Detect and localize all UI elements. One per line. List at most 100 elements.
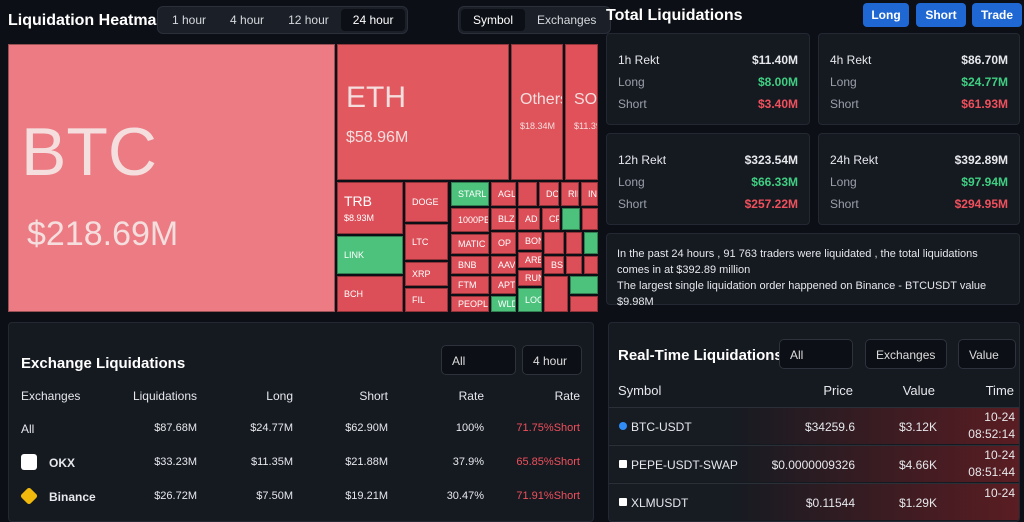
heatmap-tile xyxy=(518,182,537,206)
heatmap-tile[interactable]: DO xyxy=(539,182,559,206)
date: 10-24 xyxy=(984,448,1015,462)
card-value: $294.95M xyxy=(954,197,1008,211)
heatmap-tile[interactable]: AGL xyxy=(491,182,516,206)
heatmap-tile[interactable]: FIL xyxy=(405,288,448,312)
value: $4.66K xyxy=(898,458,937,472)
table-header: Value xyxy=(902,383,935,398)
tile-symbol: RIF xyxy=(568,189,578,199)
heatmap-tile[interactable]: LOO xyxy=(518,288,542,312)
heatmap-tile[interactable]: BLZ xyxy=(491,208,516,230)
heatmap-tile[interactable]: ARB xyxy=(518,252,542,268)
card-label: Long xyxy=(830,175,857,189)
realtime-filter[interactable]: All xyxy=(779,339,853,369)
rekt-card: 4h Rekt $86.70M Long $24.77M Short $61.93M xyxy=(818,33,1020,125)
exchange-filter[interactable]: 4 hour xyxy=(522,345,582,375)
heatmap-tile[interactable]: BCH xyxy=(337,276,403,312)
rekt-card: 24h Rekt $392.89M Long $97.94M Short $294.95M xyxy=(818,133,1020,225)
heatmap-tile[interactable]: LTC xyxy=(405,224,448,260)
heatmap-tile[interactable]: ETH $58.96M xyxy=(337,44,509,180)
card-label: 12h Rekt xyxy=(618,153,667,167)
tile-symbol: LOO xyxy=(525,295,541,305)
heatmap-tile xyxy=(566,232,582,254)
summary-line: The largest single liquidation order hap… xyxy=(617,280,987,308)
table-cell: Binance xyxy=(49,490,96,504)
table-cell: $33.23M xyxy=(154,456,197,468)
table-cell: OKX xyxy=(49,456,76,470)
heatmap-tile[interactable]: BNB xyxy=(451,256,489,274)
table-cell: $19.21M xyxy=(345,490,388,502)
heatmap-tile[interactable]: STARL xyxy=(451,182,489,206)
heatmap-tile[interactable]: TRB $8.93M xyxy=(337,182,403,234)
card-label: Long xyxy=(830,75,857,89)
summary-box: In the past 24 hours , 91 763 traders we… xyxy=(606,233,1020,308)
heatmap-tile[interactable]: SOL $11.39M xyxy=(565,44,598,180)
heatmap-tile[interactable]: XRP xyxy=(405,262,448,286)
symbol-icon xyxy=(619,422,627,430)
card-label: Short xyxy=(618,197,647,211)
time-tab[interactable]: 24 hour xyxy=(340,9,406,31)
view-tab[interactable]: Symbol xyxy=(461,9,526,31)
table-header: Rate xyxy=(458,389,484,403)
heatmap-tile[interactable]: CF xyxy=(542,208,560,230)
time-tab[interactable]: 1 hour xyxy=(172,13,207,27)
heatmap-tile[interactable]: LINK xyxy=(337,236,403,274)
card-value: $11.40M xyxy=(751,53,798,67)
tile-value: $58.96M xyxy=(346,129,409,146)
heatmap-tile[interactable]: AAVE xyxy=(491,256,516,274)
heatmap-tile[interactable]: APT xyxy=(491,276,516,294)
tile-symbol: LINK xyxy=(344,250,365,260)
time-tabs: 1 hour 4 hour 12 hour 24 hour xyxy=(157,6,409,34)
heatmap-tile xyxy=(562,208,580,230)
heatmap-tile[interactable]: 1000PEPE xyxy=(451,208,489,232)
card-label: Short xyxy=(830,197,859,211)
table-header: Price xyxy=(823,383,853,398)
heatmap-tile[interactable]: Others $18.34M xyxy=(511,44,563,180)
rekt-card: 1h Rekt $11.40M Long $8.00M Short $3.40M xyxy=(606,33,810,125)
table-cell: 100% xyxy=(455,422,484,434)
tile-symbol: BTC xyxy=(21,114,157,190)
totals-title: Total Liquidations xyxy=(606,7,743,24)
heatmap-tile[interactable]: BON xyxy=(518,232,542,250)
card-value: $392.89M xyxy=(954,153,1008,167)
heatmap-tile[interactable]: AD xyxy=(518,208,540,230)
view-tabs: Symbol Exchanges xyxy=(458,6,612,34)
heatmap-tile xyxy=(544,276,568,312)
symbol-icon xyxy=(619,498,627,506)
totals-button[interactable]: Trade xyxy=(972,3,1022,27)
heatmap-tile xyxy=(584,232,598,254)
card-label: Long xyxy=(618,175,645,189)
realtime-row[interactable]: XLMUSDT $0.11544 $1.29K 10-24 xyxy=(609,483,1019,520)
table-header: Long xyxy=(266,389,293,403)
heatmap-tile[interactable]: WLD xyxy=(491,296,516,312)
heatmap-tile[interactable]: RIF xyxy=(561,182,579,206)
realtime-filter[interactable]: Exchanges xyxy=(865,339,947,369)
time-tab[interactable]: 12 hour xyxy=(288,13,329,27)
view-tab[interactable]: Exchanges xyxy=(537,13,597,27)
heatmap-tile[interactable]: PEOPLE xyxy=(451,296,489,312)
realtime-filter[interactable]: Value xyxy=(958,339,1016,369)
heatmap-title: Liquidation Heatmap xyxy=(8,12,167,29)
tile-symbol: STARL xyxy=(458,189,487,199)
card-value: $97.94M xyxy=(961,175,1008,189)
time-tab[interactable]: 4 hour xyxy=(230,13,265,27)
heatmap-tile[interactable]: DOGE xyxy=(405,182,448,222)
heatmap-tile[interactable]: OP xyxy=(491,232,516,254)
table-cell: $62.90M xyxy=(345,422,388,434)
realtime-row[interactable]: PEPE-USDT-SWAP $0.0000009326 $4.66K 10-24 08… xyxy=(609,445,1019,482)
card-label: 1h Rekt xyxy=(618,53,660,67)
heatmap-tile[interactable]: BTC $218.69M xyxy=(8,44,335,312)
heatmap-tile[interactable]: IN xyxy=(581,182,598,206)
card-value: $86.70M xyxy=(961,53,1008,67)
table-cell: $7.50M xyxy=(256,490,293,502)
heatmap-tile[interactable]: RUN xyxy=(518,270,542,286)
heatmap-tile[interactable]: MATIC xyxy=(451,234,489,254)
realtime-row[interactable]: BTC-USDT $34259.6 $3.12K 10-24 08:52:14 xyxy=(609,407,1019,444)
totals-button[interactable]: Long xyxy=(863,3,909,27)
heatmap-tile[interactable]: FTM xyxy=(451,276,489,294)
value: $1.29K xyxy=(898,496,937,510)
heatmap-tile[interactable]: BSV xyxy=(544,256,564,274)
table-cell: $87.68M xyxy=(154,422,197,434)
value: $3.12K xyxy=(898,420,937,434)
totals-button[interactable]: Short xyxy=(916,3,966,27)
exchange-filter[interactable]: All xyxy=(441,345,516,375)
